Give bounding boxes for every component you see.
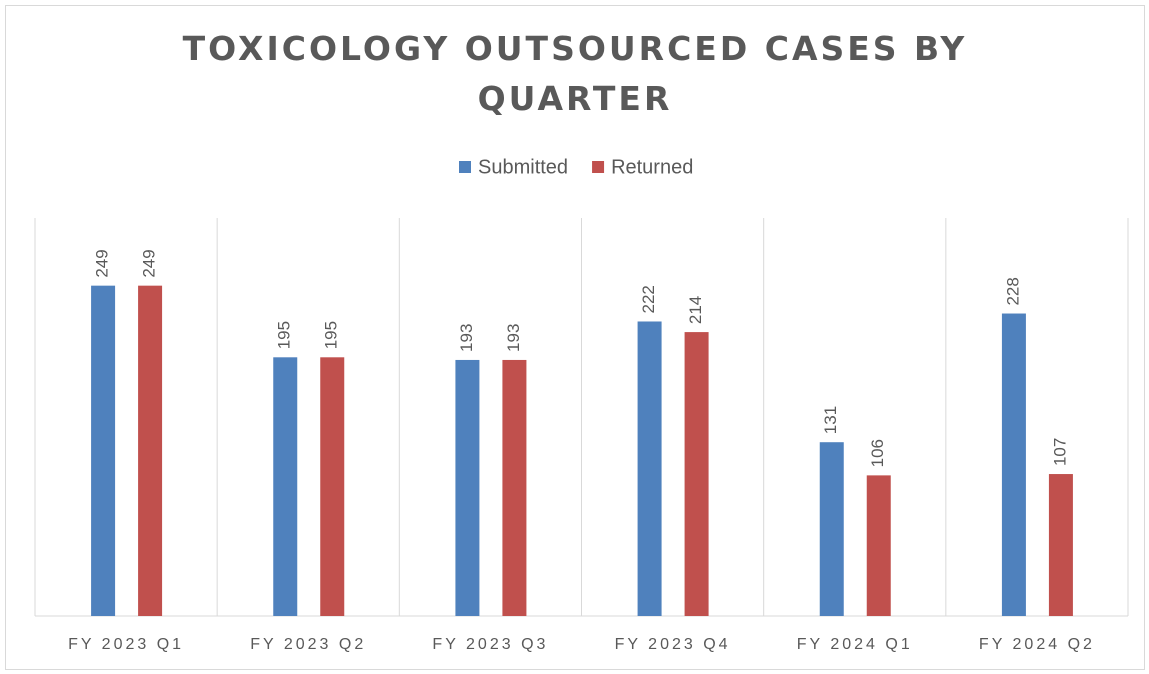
data-label: 131	[821, 406, 840, 434]
x-tick-label: FY 2023 Q3	[432, 636, 548, 653]
data-label: 222	[639, 285, 658, 313]
bar	[273, 357, 298, 616]
data-label: 228	[1003, 277, 1022, 305]
bar	[320, 357, 345, 616]
data-label: 106	[868, 439, 887, 467]
legend-swatch	[592, 161, 605, 173]
data-label: 249	[140, 249, 159, 277]
bar	[455, 359, 480, 616]
bar	[684, 332, 709, 616]
chart-title: TOXICOLOGY OUTSOURCED CASES BY QUARTER	[182, 29, 968, 118]
data-label: 193	[457, 324, 476, 352]
data-label: 214	[686, 296, 705, 324]
data-label: 195	[322, 321, 341, 349]
x-tick-label: FY 2023 Q4	[615, 636, 731, 653]
data-label: 107	[1050, 438, 1069, 466]
bar	[637, 321, 662, 616]
bar	[866, 475, 891, 616]
x-tick-label: FY 2023 Q1	[68, 636, 184, 653]
legend-label: Returned	[611, 156, 693, 178]
x-tick-label: FY 2023 Q2	[250, 636, 366, 653]
bar	[1048, 474, 1073, 616]
legend-label: Submitted	[478, 156, 568, 178]
data-label: 193	[504, 324, 523, 352]
legend-swatch	[459, 161, 471, 173]
data-label: 195	[275, 321, 294, 349]
bar	[819, 442, 844, 616]
bar	[502, 359, 527, 616]
bar	[138, 285, 163, 616]
chart-border	[5, 5, 1145, 670]
bar	[1001, 313, 1026, 616]
x-tick-label: FY 2024 Q1	[797, 636, 913, 653]
data-label: 249	[93, 249, 112, 277]
bar	[91, 285, 116, 616]
x-tick-label: FY 2024 Q2	[979, 636, 1095, 653]
